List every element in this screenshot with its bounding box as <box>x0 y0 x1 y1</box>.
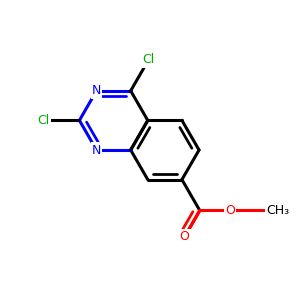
Text: O: O <box>225 204 235 217</box>
Text: N: N <box>92 143 101 157</box>
Text: Cl: Cl <box>38 114 50 127</box>
Text: N: N <box>92 84 101 97</box>
Text: O: O <box>180 230 190 243</box>
Text: CH₃: CH₃ <box>266 204 289 217</box>
Text: Cl: Cl <box>142 53 154 66</box>
